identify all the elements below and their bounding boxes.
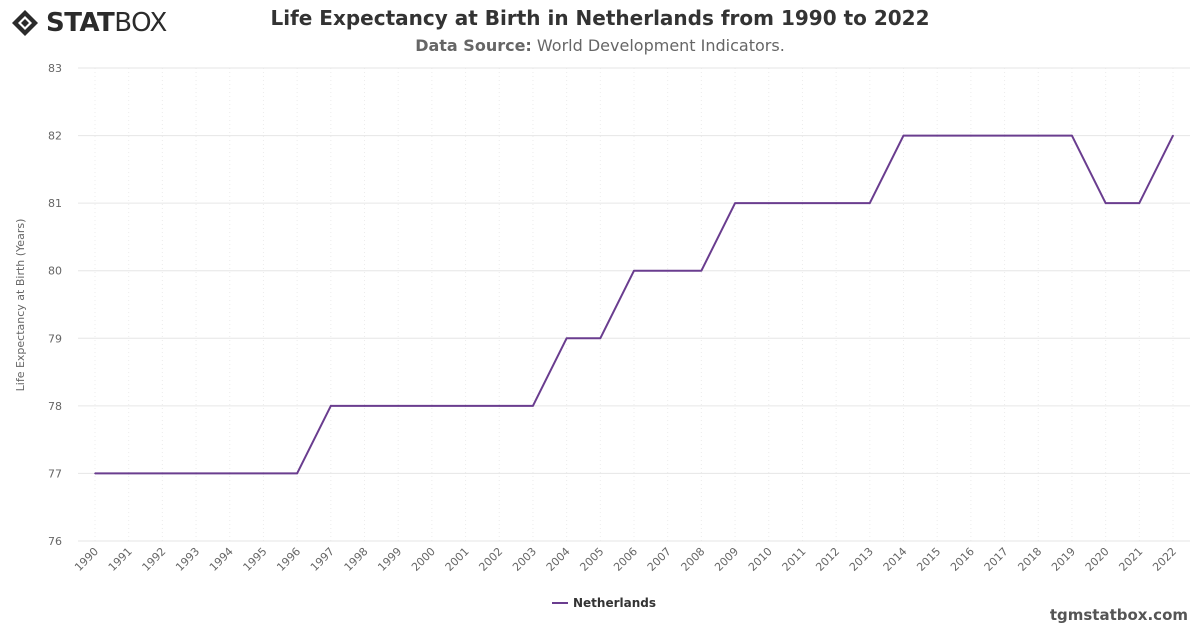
data-point bbox=[936, 134, 938, 137]
data-point bbox=[228, 472, 231, 475]
statbox-logo: STATBOX bbox=[10, 6, 167, 40]
x-tick-label: 2018 bbox=[1015, 545, 1044, 574]
data-point bbox=[801, 202, 804, 204]
data-point bbox=[397, 405, 399, 407]
x-tick-label: 2022 bbox=[1150, 545, 1179, 574]
data-point bbox=[902, 134, 905, 137]
x-tick-label: 1997 bbox=[308, 545, 337, 574]
source-label: Data Source: bbox=[415, 36, 532, 55]
x-tick-label: 1993 bbox=[173, 545, 202, 574]
data-point bbox=[161, 472, 164, 475]
data-point bbox=[869, 202, 871, 204]
source-value: World Development Indicators. bbox=[536, 36, 785, 55]
x-tick-label: 2012 bbox=[813, 545, 842, 574]
x-tick-label: 2004 bbox=[544, 545, 573, 574]
data-point bbox=[1104, 202, 1107, 204]
y-tick-label: 76 bbox=[48, 535, 62, 548]
data-point bbox=[498, 405, 501, 407]
x-tick-label: 2016 bbox=[948, 545, 977, 574]
x-tick-label: 2005 bbox=[577, 545, 606, 574]
x-tick-label: 2001 bbox=[443, 545, 472, 574]
data-point bbox=[330, 405, 332, 407]
x-tick-label: 1995 bbox=[241, 545, 270, 574]
x-tick-label: 2011 bbox=[780, 545, 809, 574]
y-tick-label: 81 bbox=[48, 197, 62, 210]
data-point bbox=[1172, 134, 1174, 137]
x-tick-label: 2015 bbox=[914, 545, 943, 574]
data-point bbox=[296, 472, 298, 475]
x-tick-label: 2000 bbox=[409, 545, 438, 574]
data-point bbox=[532, 405, 534, 407]
x-tick-label: 2021 bbox=[1116, 545, 1145, 574]
diamond-logo-icon bbox=[12, 10, 38, 36]
data-point bbox=[127, 472, 130, 475]
data-point bbox=[970, 134, 972, 137]
y-tick-label: 83 bbox=[48, 62, 62, 75]
x-tick-label: 1996 bbox=[274, 545, 303, 574]
data-point bbox=[565, 337, 568, 340]
y-tick-label: 82 bbox=[48, 130, 62, 143]
data-point bbox=[363, 405, 366, 407]
data-point bbox=[700, 269, 703, 272]
data-point bbox=[464, 405, 467, 407]
x-tick-label: 2008 bbox=[679, 545, 708, 574]
chart-subtitle: Data Source: World Development Indicator… bbox=[0, 36, 1200, 55]
legend-label: Netherlands bbox=[573, 596, 656, 610]
chart-title: Life Expectancy at Birth in Netherlands … bbox=[270, 6, 930, 30]
data-point bbox=[262, 472, 265, 475]
logo-bold-text: STAT bbox=[46, 8, 115, 38]
x-tick-label: 2020 bbox=[1083, 545, 1112, 574]
y-tick-label: 79 bbox=[48, 332, 62, 345]
data-point bbox=[633, 269, 635, 272]
data-point bbox=[734, 202, 736, 204]
logo-wordmark: STATBOX bbox=[46, 10, 167, 36]
data-point bbox=[195, 472, 197, 475]
x-tick-label: 2003 bbox=[510, 545, 539, 574]
data-point bbox=[835, 202, 837, 204]
data-point bbox=[431, 405, 433, 407]
y-axis-title: Life Expectancy at Birth (Years) bbox=[14, 219, 27, 392]
x-tick-label: 2009 bbox=[712, 545, 741, 574]
x-tick-label: 2014 bbox=[881, 545, 910, 574]
x-tick-label: 1994 bbox=[207, 545, 236, 574]
x-tick-label: 2010 bbox=[746, 545, 775, 574]
y-tick-label: 78 bbox=[48, 400, 62, 413]
x-tick-label: 1998 bbox=[342, 545, 371, 574]
data-point bbox=[94, 472, 96, 475]
x-tick-label: 2007 bbox=[645, 545, 674, 574]
x-tick-label: 2019 bbox=[1049, 545, 1078, 574]
x-tick-label: 2013 bbox=[847, 545, 876, 574]
y-tick-label: 80 bbox=[48, 265, 62, 278]
data-point bbox=[599, 337, 602, 340]
x-tick-label: 1992 bbox=[140, 545, 169, 574]
x-tick-label: 2006 bbox=[611, 545, 640, 574]
data-point bbox=[666, 269, 669, 272]
y-tick-label: 77 bbox=[48, 467, 62, 480]
x-tick-label: 2017 bbox=[982, 545, 1011, 574]
watermark: tgmstatbox.com bbox=[1049, 606, 1188, 624]
data-point bbox=[1037, 134, 1040, 137]
data-point bbox=[1071, 134, 1073, 137]
logo-light-text: BOX bbox=[114, 8, 167, 38]
x-tick-label: 2002 bbox=[476, 545, 505, 574]
data-point bbox=[767, 202, 770, 204]
x-tick-label: 1991 bbox=[106, 545, 135, 574]
x-tick-label: 1990 bbox=[72, 545, 101, 574]
data-point bbox=[1138, 202, 1141, 204]
data-point bbox=[1003, 134, 1006, 137]
x-tick-label: 1999 bbox=[375, 545, 404, 574]
